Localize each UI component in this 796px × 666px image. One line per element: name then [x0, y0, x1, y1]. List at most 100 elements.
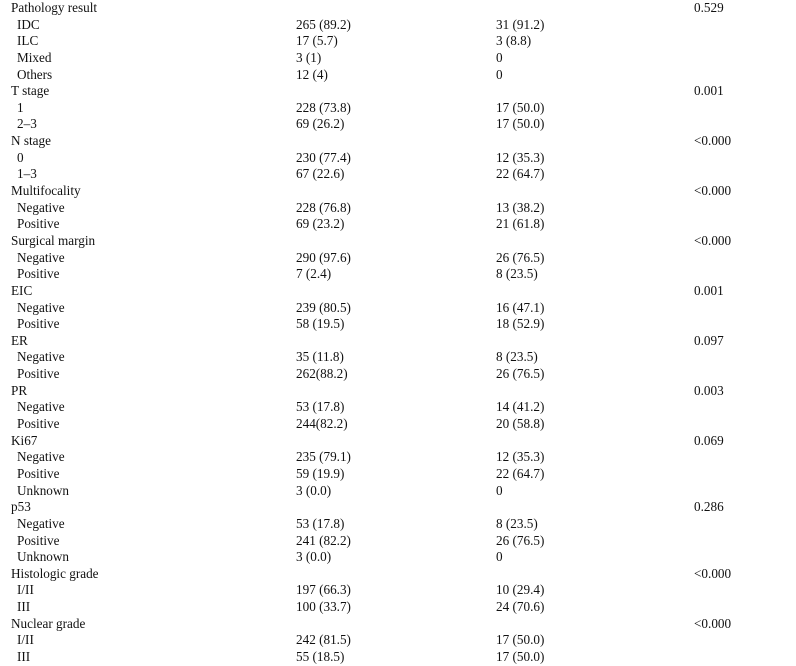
table-group-row: T stage 0.001 — [0, 83, 796, 100]
group-1-value: 230 (77.4) — [296, 149, 351, 165]
row-label: p53 — [11, 499, 31, 515]
group-1-value: 58 (19.5) — [296, 316, 345, 332]
p-value: <0.000 — [694, 615, 732, 631]
table-row: Negative 35 (11.8) 8 (23.5) — [0, 349, 796, 366]
row-label: Mixed — [17, 49, 52, 65]
table-row: Positive 241 (82.2) 26 (76.5) — [0, 533, 796, 550]
table-row: I/II 197 (66.3) 10 (29.4) — [0, 582, 796, 599]
table-row: Unknown 3 (0.0) 0 — [0, 549, 796, 566]
table-row: III 100 (33.7) 24 (70.6) — [0, 599, 796, 616]
table-group-row: Multifocality <0.000 — [0, 183, 796, 200]
table-row: Unknown 3 (0.0) 0 — [0, 483, 796, 500]
row-label: Positive — [17, 532, 60, 548]
group-1-value: 3 (0.0) — [296, 482, 332, 498]
row-label: Negative — [17, 349, 65, 365]
group-2-value: 12 (35.3) — [496, 449, 545, 465]
p-value: <0.000 — [694, 565, 732, 581]
group-1-value: 7 (2.4) — [296, 266, 332, 282]
group-2-value: 14 (41.2) — [496, 399, 545, 415]
group-1-value: 35 (11.8) — [296, 349, 344, 365]
group-2-value: 17 (50.0) — [496, 648, 545, 664]
row-label: 1–3 — [17, 166, 37, 182]
row-label: Negative — [17, 399, 65, 415]
group-1-value: 265 (89.2) — [296, 16, 351, 32]
group-1-value: 53 (17.8) — [296, 515, 345, 531]
row-label: Positive — [17, 266, 60, 282]
p-value: 0.001 — [694, 83, 724, 99]
group-2-value: 22 (64.7) — [496, 166, 545, 182]
group-1-value: 244(82.2) — [296, 416, 348, 432]
table-row: Positive 59 (19.9) 22 (64.7) — [0, 466, 796, 483]
row-label: Positive — [17, 416, 60, 432]
row-label: Negative — [17, 449, 65, 465]
table-group-row: Histologic grade <0.000 — [0, 566, 796, 583]
row-label: Unknown — [17, 482, 70, 498]
table-row: Negative 53 (17.8) 14 (41.2) — [0, 399, 796, 416]
table-row: 1 228 (73.8) 17 (50.0) — [0, 100, 796, 117]
table-row: Negative 290 (97.6) 26 (76.5) — [0, 250, 796, 267]
group-1-value: 239 (80.5) — [296, 299, 351, 315]
group-2-value: 16 (47.1) — [496, 299, 545, 315]
group-1-value: 55 (18.5) — [296, 648, 345, 664]
p-value: 0.286 — [694, 499, 724, 515]
group-2-value: 0 — [496, 549, 503, 565]
p-value: <0.000 — [694, 183, 732, 199]
row-label: III — [17, 648, 31, 664]
row-label: 0 — [17, 149, 24, 165]
group-2-value: 26 (76.5) — [496, 366, 545, 382]
table-row: III 55 (18.5) 17 (50.0) — [0, 649, 796, 666]
p-value: <0.000 — [694, 232, 732, 248]
table-group-row: PR 0.003 — [0, 383, 796, 400]
row-label: Histologic grade — [11, 565, 99, 581]
row-label: Multifocality — [11, 183, 81, 199]
table-row: Negative 235 (79.1) 12 (35.3) — [0, 449, 796, 466]
table-group-row: Surgical margin <0.000 — [0, 233, 796, 250]
row-label: Surgical margin — [11, 232, 96, 248]
row-label: ER — [11, 332, 28, 348]
row-label: EIC — [11, 282, 33, 298]
row-label: I/II — [17, 582, 34, 598]
group-1-value: 235 (79.1) — [296, 449, 351, 465]
group-1-value: 69 (26.2) — [296, 116, 345, 132]
p-value: 0.529 — [694, 0, 724, 15]
table-group-row: p53 0.286 — [0, 499, 796, 516]
row-label: Positive — [17, 216, 60, 232]
table-row: Positive 244(82.2) 20 (58.8) — [0, 416, 796, 433]
table-group-row: N stage <0.000 — [0, 133, 796, 150]
group-1-value: 12 (4) — [296, 66, 328, 82]
table-row: Positive 7 (2.4) 8 (23.5) — [0, 266, 796, 283]
group-2-value: 21 (61.8) — [496, 216, 545, 232]
group-1-value: 59 (19.9) — [296, 465, 345, 481]
row-label: N stage — [11, 133, 51, 149]
group-2-value: 3 (8.8) — [496, 33, 532, 49]
group-1-value: 290 (97.6) — [296, 249, 351, 265]
table-group-row: Pathology result 0.529 — [0, 0, 796, 17]
row-label: Others — [17, 66, 53, 82]
row-label: 2–3 — [17, 116, 37, 132]
group-1-value: 100 (33.7) — [296, 599, 351, 615]
p-value: 0.097 — [694, 332, 724, 348]
row-label: Negative — [17, 249, 65, 265]
row-label: Nuclear grade — [11, 615, 86, 631]
table-row: Negative 239 (80.5) 16 (47.1) — [0, 300, 796, 317]
group-2-value: 24 (70.6) — [496, 599, 545, 615]
table-row: Others 12 (4) 0 — [0, 67, 796, 84]
row-label: Ki67 — [11, 432, 38, 448]
group-2-value: 26 (76.5) — [496, 532, 545, 548]
table-group-row: EIC 0.001 — [0, 283, 796, 300]
group-2-value: 0 — [496, 49, 503, 65]
group-2-value: 22 (64.7) — [496, 465, 545, 481]
group-1-value: 242 (81.5) — [296, 632, 351, 648]
table-group-row: Nuclear grade <0.000 — [0, 616, 796, 633]
table-row: Negative 228 (76.8) 13 (38.2) — [0, 200, 796, 217]
group-1-value: 17 (5.7) — [296, 33, 338, 49]
table-row: 1–3 67 (22.6) 22 (64.7) — [0, 166, 796, 183]
row-label: Pathology result — [11, 0, 98, 15]
group-2-value: 13 (38.2) — [496, 199, 545, 215]
table-row: Positive 69 (23.2) 21 (61.8) — [0, 216, 796, 233]
group-2-value: 0 — [496, 482, 503, 498]
row-label: PR — [11, 382, 28, 398]
group-2-value: 8 (23.5) — [496, 266, 538, 282]
group-2-value: 8 (23.5) — [496, 515, 538, 531]
